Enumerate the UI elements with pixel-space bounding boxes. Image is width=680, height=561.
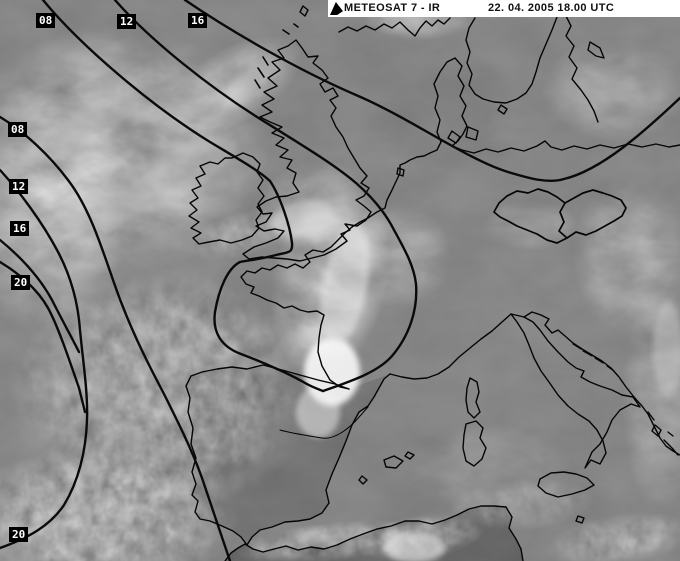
coast-ijsselmeer [396, 167, 405, 177]
coast-sweden-east-baltic [565, 15, 599, 123]
coast-adriatic-balkan [523, 311, 680, 456]
contour-08-left [0, 115, 232, 561]
contour-08-top [41, 0, 325, 393]
coast-corsica [465, 377, 481, 419]
coast-italy [510, 313, 641, 469]
contour-16-top [183, 0, 680, 183]
coast-ireland [188, 152, 265, 245]
coast-mediterranean-france-liguria [389, 313, 512, 380]
coast-norway-south [338, 17, 451, 37]
header-bar: METEOSAT 7 - IR 22. 04. 2005 18.00 UTC [328, 0, 680, 17]
contour-16-left [0, 238, 81, 354]
coast-iberia [185, 364, 391, 546]
coast-france-channel-biscay [240, 226, 353, 390]
isochrone-label-top-08: 08 [36, 13, 56, 28]
header-product-title: METEOSAT 7 - IR [344, 2, 441, 14]
coast-sicily [537, 471, 595, 498]
isochrone-label-left-16: 16 [10, 221, 30, 236]
coast-hebrides-islands [254, 23, 299, 89]
river-ebro [279, 406, 369, 439]
contour-12-left [0, 168, 89, 550]
isochrone-label-top-16: 16 [188, 13, 208, 28]
coast-great-britain [242, 39, 372, 262]
isochrone-label-top-12: 12 [117, 14, 137, 29]
coast-danish-islands [447, 104, 508, 144]
isochrone-label-left-20: 20 [11, 275, 31, 290]
coast-sweden-west [465, 16, 558, 104]
header-flag-icon [330, 2, 343, 15]
border-czech-slovakia-outline [493, 188, 627, 244]
coast-balearic-islands [358, 451, 415, 485]
isochrone-label-left-08: 08 [8, 122, 28, 137]
isochrone-label-left-12: 12 [9, 179, 29, 194]
contour-12-top [113, 0, 418, 393]
coast-greece-islands [647, 411, 679, 456]
coast-north-africa [224, 505, 524, 561]
header-datetime: 22. 04. 2005 18.00 UTC [488, 2, 615, 14]
country-border-layer [493, 188, 627, 244]
isochrone-label-bottom-20: 20 [9, 527, 29, 542]
coast-shetland-islands [299, 5, 309, 17]
coast-dalmatian-islands [572, 343, 615, 372]
coast-gotland [587, 41, 605, 59]
coast-sardinia [462, 420, 487, 467]
coast-malta [575, 515, 585, 524]
border-czech-slovakia-divider [558, 202, 568, 239]
bright-cloud-cores [18, 91, 680, 561]
